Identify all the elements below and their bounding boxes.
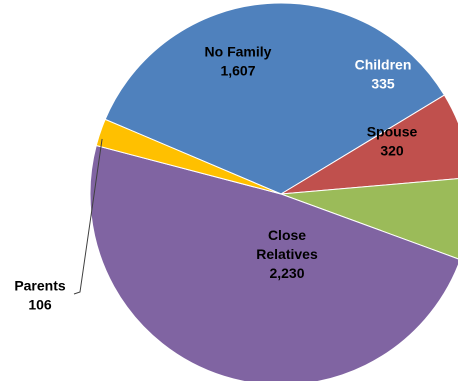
slice-label-children: Children 335 <box>355 57 412 92</box>
slice-label-close-relatives: Close Relatives 2,230 <box>256 227 318 281</box>
slice-label-spouse: Spouse 320 <box>367 124 418 159</box>
pie-labels: No Family 1,607 Children 335 Spouse 320 Close R… <box>14 44 417 313</box>
slice-label-no-family: No Family 1,607 <box>205 44 272 79</box>
pie-slice-children <box>280 94 458 195</box>
pie-slices <box>89 2 458 381</box>
pie-slice-parents <box>95 118 282 195</box>
pie-slice-close-relatives <box>89 144 458 381</box>
slice-label-parents: Parents 106 <box>14 278 66 313</box>
pie-slice-spouse <box>280 178 458 260</box>
leader-line-parents <box>73 138 103 295</box>
